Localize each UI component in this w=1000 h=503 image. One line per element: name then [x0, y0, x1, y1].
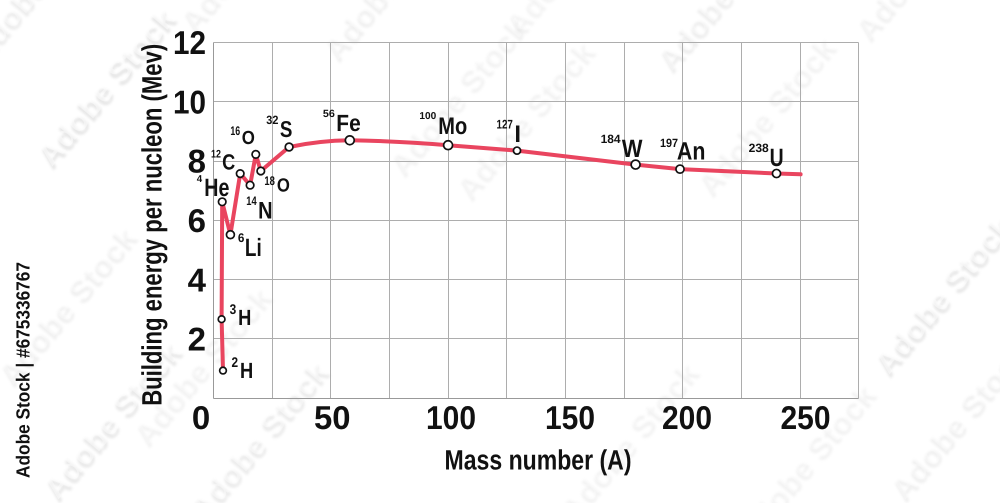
svg-text:12: 12 — [173, 24, 206, 61]
svg-text:2: 2 — [188, 321, 206, 358]
svg-text:3: 3 — [230, 301, 237, 317]
svg-text:Fe: Fe — [336, 110, 360, 136]
svg-text:32: 32 — [266, 113, 278, 127]
svg-text:127: 127 — [497, 117, 513, 131]
svg-text:18: 18 — [264, 174, 275, 188]
svg-text:O: O — [242, 128, 255, 149]
svg-text:10: 10 — [173, 83, 206, 120]
svg-text:N: N — [258, 197, 273, 224]
svg-text:150: 150 — [545, 399, 595, 436]
svg-text:S: S — [280, 116, 293, 142]
svg-text:He: He — [204, 174, 229, 202]
svg-text:0: 0 — [192, 399, 210, 436]
svg-text:H: H — [238, 305, 251, 330]
svg-text:Adobe Stock | #675336767: Adobe Stock | #675336767 — [14, 262, 35, 478]
svg-text:50: 50 — [314, 399, 351, 436]
svg-text:I: I — [514, 121, 521, 148]
svg-text:Mo: Mo — [438, 113, 467, 140]
svg-text:An: An — [677, 137, 706, 165]
svg-text:Building energy per nucleon (M: Building energy per nucleon (Mev) — [137, 44, 168, 406]
svg-text:4: 4 — [197, 174, 203, 185]
svg-text:238: 238 — [749, 141, 770, 155]
svg-text:184: 184 — [601, 132, 621, 146]
svg-text:12: 12 — [211, 148, 221, 160]
svg-text:250: 250 — [781, 399, 831, 436]
svg-text:H: H — [240, 358, 253, 383]
svg-text:16: 16 — [230, 124, 240, 138]
svg-text:6: 6 — [188, 202, 206, 239]
svg-text:200: 200 — [662, 399, 712, 436]
svg-text:2: 2 — [232, 354, 239, 370]
svg-text:O: O — [277, 175, 290, 196]
svg-text:U: U — [770, 144, 784, 172]
svg-text:Li: Li — [245, 234, 262, 262]
svg-text:W: W — [622, 135, 643, 163]
svg-text:6: 6 — [238, 231, 245, 245]
svg-text:8: 8 — [188, 143, 206, 180]
svg-text:100: 100 — [426, 399, 476, 436]
svg-text:100: 100 — [419, 111, 436, 122]
svg-text:Mass number (A): Mass number (A) — [445, 445, 632, 476]
svg-text:56: 56 — [323, 108, 335, 120]
svg-text:4: 4 — [188, 261, 207, 298]
svg-text:C: C — [222, 150, 235, 175]
svg-text:197: 197 — [660, 136, 678, 150]
svg-text:14: 14 — [246, 194, 257, 208]
